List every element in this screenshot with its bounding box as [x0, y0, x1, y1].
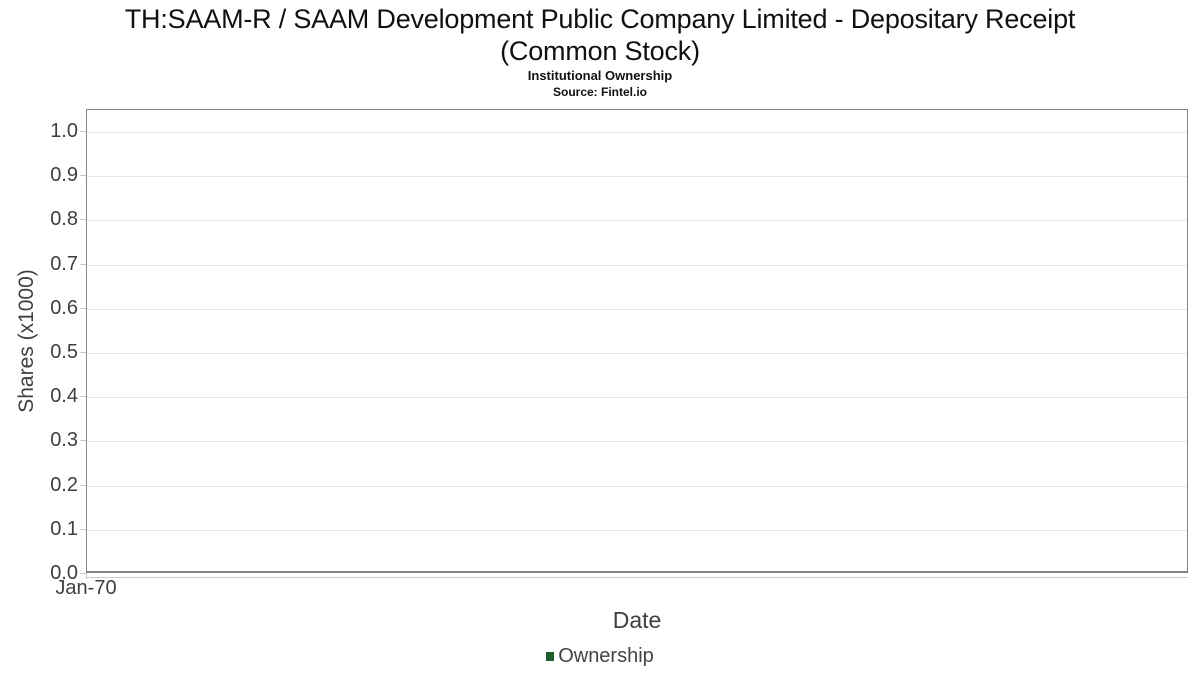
y-tick-label: 0.7 [50, 253, 78, 275]
chart-title-line2: (Common Stock) [500, 36, 700, 66]
y-tick-label: 0.0 [50, 562, 78, 584]
x-axis-title: Date [612, 607, 662, 633]
y-tick-label: 0.3 [50, 429, 78, 451]
legend-item-ownership[interactable]: Ownership [0, 645, 1200, 668]
y-tick-label: 0.6 [50, 297, 78, 319]
plot-area [86, 109, 1188, 573]
legend-label: Ownership [558, 645, 654, 667]
chart-source: Source: Fintel.io [552, 85, 647, 99]
gridline [87, 353, 1187, 354]
gridline [87, 530, 1187, 531]
gridline [87, 486, 1187, 487]
chart-subtitle: Institutional Ownership [527, 68, 673, 83]
y-tick-mark [80, 352, 86, 353]
gridline [87, 132, 1187, 133]
x-axis-secondary-line [86, 577, 1188, 578]
x-tick-mark [86, 573, 87, 579]
gridline [87, 397, 1187, 398]
y-tick-mark [80, 175, 86, 176]
y-tick-label: 0.8 [50, 208, 78, 230]
gridline [87, 441, 1187, 442]
y-tick-label: 0.5 [50, 341, 78, 363]
y-tick-label: 0.1 [50, 518, 78, 540]
y-tick-mark [80, 131, 86, 132]
y-tick-label: 0.4 [50, 385, 78, 407]
y-tick-mark [80, 529, 86, 530]
y-tick-label: 0.9 [50, 164, 78, 186]
y-tick-mark [80, 219, 86, 220]
chart-title: TH:SAAM-R / SAAM Development Public Comp… [0, 3, 1200, 67]
gridline [87, 220, 1187, 221]
legend-swatch-icon [546, 652, 555, 661]
gridline [87, 265, 1187, 266]
y-tick-mark [80, 573, 86, 574]
gridline [87, 309, 1187, 310]
y-tick-label: 0.2 [50, 474, 78, 496]
y-tick-label: 1.0 [50, 120, 78, 142]
y-tick-mark [80, 396, 86, 397]
gridline [87, 176, 1187, 177]
y-tick-mark [80, 308, 86, 309]
y-tick-mark [80, 264, 86, 265]
y-tick-mark [80, 440, 86, 441]
chart-title-line1: TH:SAAM-R / SAAM Development Public Comp… [124, 4, 1076, 34]
x-tick-label: Jan-70 [55, 577, 117, 599]
y-tick-mark [80, 485, 86, 486]
